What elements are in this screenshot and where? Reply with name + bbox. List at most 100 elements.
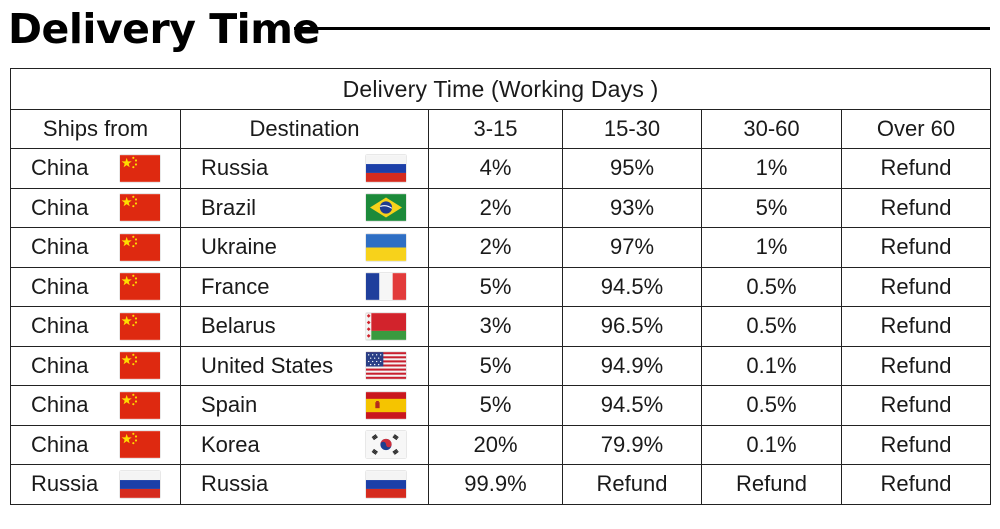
table-row: China Belarus 3% 96.5% 0.5% Refund xyxy=(10,306,992,347)
spain-flag-icon xyxy=(366,391,406,419)
table-row: China Ukraine 2% 97% 1% Refund xyxy=(10,227,992,268)
russia-flag-icon xyxy=(366,470,406,498)
russia-flag-icon xyxy=(120,470,160,498)
ships-from-label: China xyxy=(31,194,89,220)
pct-30-60-cell: 0.5% xyxy=(701,306,842,347)
ships-from-label: China xyxy=(31,431,89,457)
destination-label: France xyxy=(201,273,270,299)
ships-from-cell: China xyxy=(10,148,181,189)
ships-from-label: China xyxy=(31,155,89,181)
pct-15-30-cell: 94.5% xyxy=(562,385,702,426)
destination-cell: Russia xyxy=(180,464,429,505)
destination-label: Brazil xyxy=(201,194,257,220)
china-flag-icon xyxy=(120,273,160,301)
china-flag-icon xyxy=(120,194,160,222)
pct-3-15-cell: 4% xyxy=(428,148,563,189)
destination-label: Russia xyxy=(201,155,269,181)
table-row: China Brazil 2% 93% 5% Refund xyxy=(10,187,992,228)
pct-3-15-cell: 2% xyxy=(428,227,563,268)
table-row: China France 5% 94.5% 0.5% Refund xyxy=(10,266,992,307)
over-60-cell: Refund xyxy=(840,464,992,505)
pct-15-30-cell: Refund xyxy=(562,464,702,505)
over-60-cell: Refund xyxy=(840,187,992,228)
brazil-flag-icon xyxy=(366,194,406,222)
destination-label: Korea xyxy=(201,431,260,457)
france-flag-icon xyxy=(366,273,406,301)
pct-30-60-cell: Refund xyxy=(701,464,842,505)
pct-3-15-cell: 99.9% xyxy=(428,464,563,505)
ships-from-cell: China xyxy=(10,227,181,268)
ships-from-label: China xyxy=(31,273,89,299)
destination-cell: Belarus xyxy=(180,306,429,347)
pct-3-15-cell: 5% xyxy=(428,266,563,307)
column-header-destination: Destination xyxy=(180,109,429,149)
destination-cell: Brazil xyxy=(180,187,429,228)
destination-cell: Spain xyxy=(180,385,429,426)
pct-15-30-cell: 93% xyxy=(562,187,702,228)
china-flag-icon xyxy=(120,352,160,380)
ships-from-cell: Russia xyxy=(10,464,181,505)
table-row: Russia Russia 99.9% Refund Refund Refund xyxy=(10,464,992,505)
destination-label: Spain xyxy=(201,392,258,418)
china-flag-icon xyxy=(120,233,160,261)
ships-from-cell: China xyxy=(10,187,181,228)
destination-cell: United States xyxy=(180,345,429,386)
over-60-cell: Refund xyxy=(840,148,992,189)
title-divider xyxy=(294,27,990,30)
pct-3-15-cell: 20% xyxy=(428,424,563,465)
china-flag-icon xyxy=(120,391,160,419)
destination-label: United States xyxy=(201,352,334,378)
pct-30-60-cell: 0.5% xyxy=(701,266,842,307)
delivery-time-table: Delivery Time (Working Days ) Ships from… xyxy=(9,68,992,505)
table-caption: Delivery Time (Working Days ) xyxy=(9,68,992,110)
table-row: China United States 5% 94.9% 0.1% Refund xyxy=(10,345,992,386)
table-row: China Russia 4% 95% 1% Refund xyxy=(10,148,992,189)
destination-cell: Ukraine xyxy=(180,227,429,268)
column-header-over-60: Over 60 xyxy=(840,109,992,149)
pct-15-30-cell: 94.9% xyxy=(562,345,702,386)
ships-from-cell: China xyxy=(10,385,181,426)
table-row: China Spain 5% 94.5% 0.5% Refund xyxy=(10,385,992,426)
korea-flag-icon xyxy=(366,431,406,459)
pct-30-60-cell: 1% xyxy=(701,148,842,189)
pct-3-15-cell: 2% xyxy=(428,187,563,228)
pct-3-15-cell: 5% xyxy=(428,345,563,386)
ships-from-cell: China xyxy=(10,424,181,465)
ships-from-label: China xyxy=(31,392,89,418)
pct-30-60-cell: 5% xyxy=(701,187,842,228)
destination-cell: Russia xyxy=(180,148,429,189)
destination-label: Russia xyxy=(201,471,269,497)
ships-from-cell: China xyxy=(10,266,181,307)
destination-label: Belarus xyxy=(201,313,276,339)
ships-from-label: China xyxy=(31,313,89,339)
belarus-flag-icon xyxy=(366,312,406,340)
pct-15-30-cell: 79.9% xyxy=(562,424,702,465)
china-flag-icon xyxy=(120,154,160,182)
ships-from-cell: China xyxy=(10,345,181,386)
over-60-cell: Refund xyxy=(840,424,992,465)
pct-30-60-cell: 1% xyxy=(701,227,842,268)
usa-flag-icon xyxy=(366,352,406,380)
destination-label: Ukraine xyxy=(201,234,277,260)
pct-3-15-cell: 3% xyxy=(428,306,563,347)
pct-15-30-cell: 97% xyxy=(562,227,702,268)
over-60-cell: Refund xyxy=(840,227,992,268)
pct-30-60-cell: 0.1% xyxy=(701,424,842,465)
over-60-cell: Refund xyxy=(840,385,992,426)
column-header-15-30: 15-30 xyxy=(562,109,702,149)
pct-3-15-cell: 5% xyxy=(428,385,563,426)
china-flag-icon xyxy=(120,431,160,459)
destination-cell: Korea xyxy=(180,424,429,465)
destination-cell: France xyxy=(180,266,429,307)
ukraine-flag-icon xyxy=(366,233,406,261)
russia-flag-icon xyxy=(366,154,406,182)
china-flag-icon xyxy=(120,312,160,340)
column-header-30-60: 30-60 xyxy=(701,109,842,149)
table-row: China Korea 20% 79.9% 0.1% Refund xyxy=(10,424,992,465)
page-title: Delivery Time xyxy=(8,5,320,53)
pct-15-30-cell: 96.5% xyxy=(562,306,702,347)
pct-15-30-cell: 94.5% xyxy=(562,266,702,307)
over-60-cell: Refund xyxy=(840,306,992,347)
ships-from-label: Russia xyxy=(31,471,99,497)
pct-15-30-cell: 95% xyxy=(562,148,702,189)
